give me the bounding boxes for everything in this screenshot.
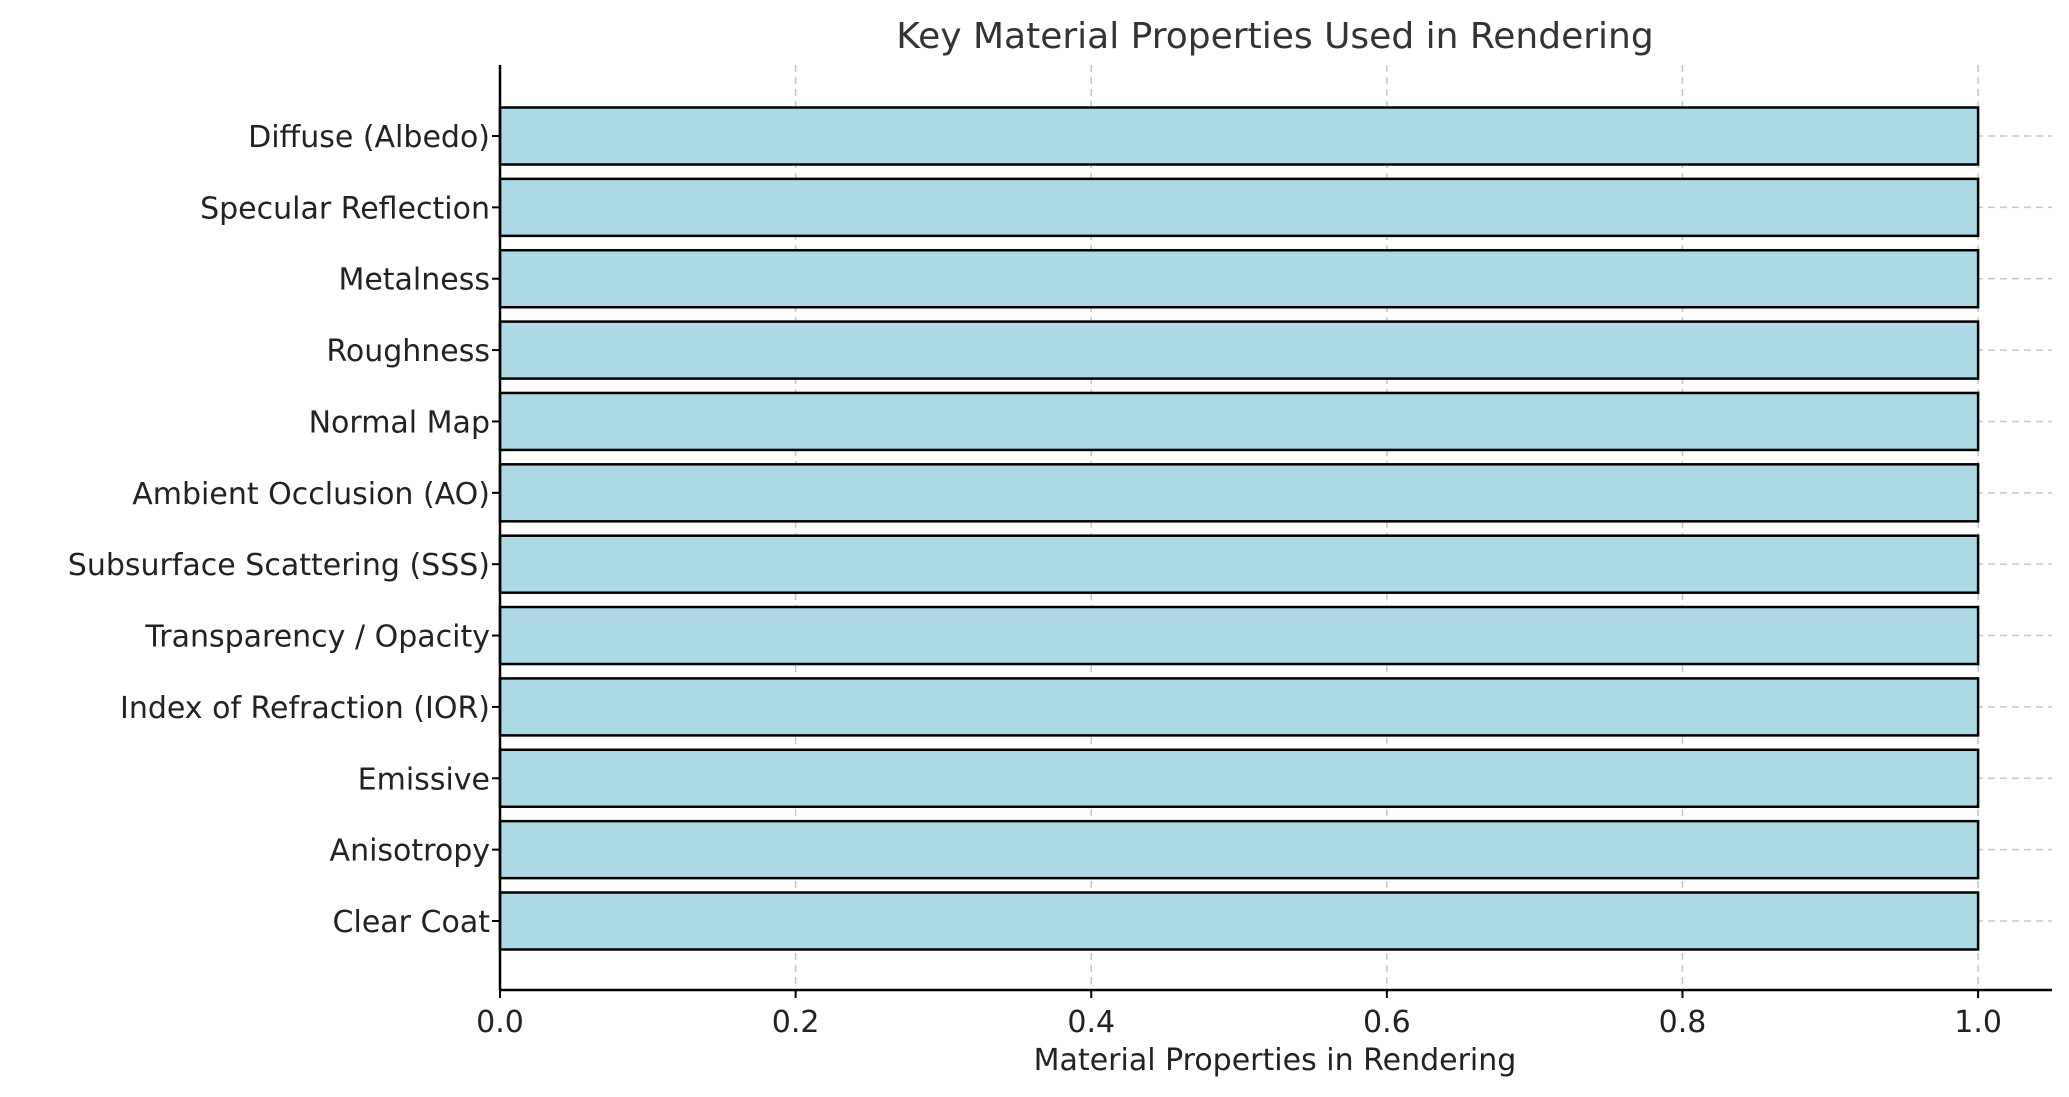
bars [498,106,1980,951]
bar [498,819,1980,880]
bar [498,463,1980,523]
y-tick-label: Clear Coat [333,905,491,940]
bar [498,605,1980,666]
y-tick-label: Diffuse (Albedo) [248,120,490,155]
bar [498,891,1980,951]
y-tick-labels: Diffuse (Albedo) Specular Reflection Metal… [68,120,500,940]
y-tick-label: Anisotropy [330,834,490,869]
x-axis-label: Material Properties in Rendering [1034,1043,1517,1078]
y-tick-label: Metalness [338,263,490,298]
y-tick-label: Subsurface Scattering (SSS) [68,548,490,583]
y-tick-label: Transparency / Opacity [144,620,490,655]
x-tick-label: 0.0 [476,1005,524,1040]
bar [498,320,1980,380]
y-tick-label: Index of Refraction (IOR) [120,691,490,726]
bar [498,248,1980,309]
x-tick-labels: 0.0 0.2 0.4 0.6 0.8 1.0 [476,990,2002,1040]
x-tick-label: 1.0 [1954,1005,2002,1040]
bar [498,677,1980,737]
y-tick-label: Specular Reflection [200,191,490,226]
bar [498,106,1980,166]
y-tick-label: Roughness [326,334,490,369]
x-tick-label: 0.2 [772,1005,820,1040]
y-tick-label: Normal Map [309,405,490,440]
bar [498,748,1980,809]
chart-title: Key Material Properties Used in Renderin… [896,16,1653,57]
x-tick-label: 0.8 [1659,1005,1707,1040]
y-tick-label: Ambient Occlusion (AO) [132,477,490,512]
bar [498,534,1980,594]
bar [498,391,1980,452]
bar [498,177,1980,238]
x-tick-label: 0.6 [1363,1005,1411,1040]
axes [498,65,2052,992]
y-tick-label: Emissive [358,762,490,797]
x-tick-label: 0.4 [1067,1005,1115,1040]
